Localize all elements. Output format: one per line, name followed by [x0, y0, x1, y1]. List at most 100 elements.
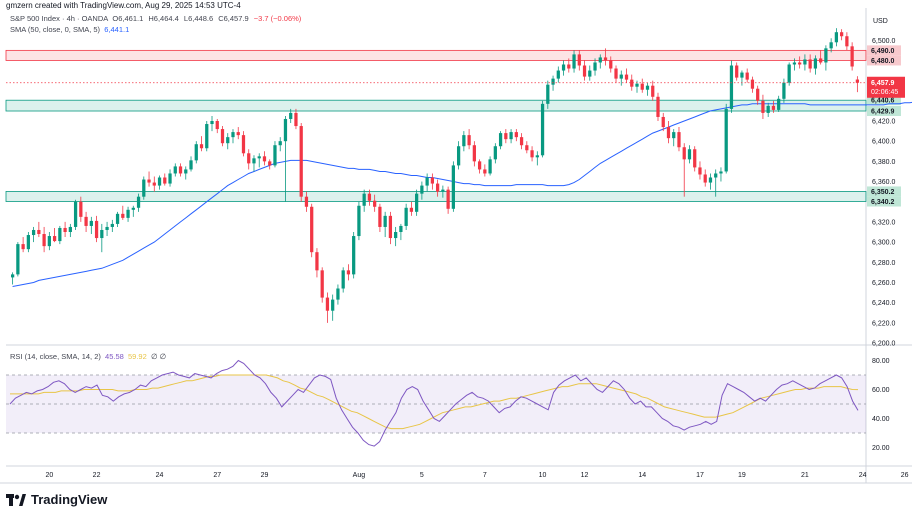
candle[interactable] [231, 132, 235, 138]
rsi-label[interactable]: RSI (14, close, SMA, 14, 2) [10, 352, 101, 361]
candle[interactable] [582, 65, 587, 77]
candle[interactable] [483, 169, 487, 174]
candle[interactable] [493, 146, 497, 160]
candle[interactable] [362, 193, 366, 206]
candle[interactable] [26, 235, 30, 250]
candle[interactable] [257, 156, 261, 159]
candle[interactable] [792, 62, 797, 65]
candle[interactable] [756, 88, 760, 101]
candle[interactable] [215, 121, 219, 130]
candle[interactable] [598, 57, 602, 63]
candle[interactable] [525, 145, 529, 151]
candle[interactable] [283, 118, 288, 142]
candle[interactable] [47, 236, 51, 247]
candle[interactable] [819, 58, 823, 63]
candle[interactable] [603, 57, 608, 61]
candle[interactable] [855, 79, 860, 83]
candle[interactable] [325, 297, 330, 311]
candle[interactable] [110, 223, 114, 227]
candle[interactable] [519, 137, 524, 146]
candle[interactable] [530, 150, 534, 158]
candle[interactable] [341, 270, 345, 289]
candle[interactable] [782, 82, 786, 99]
candle[interactable] [420, 185, 424, 194]
candle[interactable] [336, 288, 340, 300]
candle[interactable] [16, 244, 20, 275]
candle[interactable] [299, 126, 303, 197]
candle[interactable] [687, 149, 692, 160]
candle[interactable] [619, 74, 623, 79]
candle[interactable] [205, 124, 209, 149]
candle[interactable] [777, 98, 781, 110]
candle[interactable] [304, 196, 309, 207]
candle[interactable] [514, 132, 518, 138]
candle[interactable] [73, 201, 78, 227]
candle[interactable] [199, 144, 204, 149]
candle[interactable] [850, 46, 854, 67]
candle[interactable] [829, 42, 833, 49]
candle[interactable] [651, 85, 655, 97]
candle[interactable] [735, 65, 739, 78]
candle[interactable] [740, 72, 744, 78]
candle[interactable] [430, 177, 435, 184]
candle[interactable] [556, 70, 560, 79]
candle[interactable] [787, 64, 791, 83]
candle[interactable] [194, 144, 198, 161]
candle[interactable] [714, 173, 718, 178]
candle[interactable] [168, 173, 172, 184]
candle[interactable] [378, 206, 382, 227]
candle[interactable] [226, 137, 230, 144]
candle[interactable] [546, 84, 550, 104]
candle[interactable] [294, 112, 298, 127]
candle[interactable] [761, 100, 765, 113]
candle[interactable] [178, 166, 183, 174]
candle[interactable] [840, 32, 844, 37]
candle[interactable] [808, 59, 812, 69]
candle[interactable] [425, 177, 429, 186]
candle[interactable] [771, 105, 776, 110]
candle[interactable] [247, 153, 251, 164]
candle[interactable] [157, 177, 162, 186]
candle[interactable] [614, 68, 618, 79]
candle[interactable] [147, 179, 151, 183]
candle[interactable] [813, 58, 818, 69]
candle[interactable] [446, 189, 450, 209]
candle[interactable] [31, 229, 36, 236]
candle[interactable] [357, 205, 361, 237]
candle[interactable] [394, 232, 398, 239]
candle[interactable] [488, 159, 492, 174]
candle[interactable] [388, 215, 393, 239]
candle[interactable] [630, 79, 634, 87]
candle[interactable] [262, 156, 267, 162]
candle[interactable] [540, 103, 545, 156]
candle[interactable] [52, 236, 57, 242]
candle[interactable] [640, 83, 644, 90]
candle[interactable] [824, 48, 828, 63]
candle[interactable] [173, 166, 177, 174]
support-zone[interactable] [5, 99, 867, 112]
candle[interactable] [94, 220, 99, 239]
candle[interactable] [798, 62, 802, 65]
candle[interactable] [404, 207, 408, 226]
candle[interactable] [561, 64, 566, 71]
candle[interactable] [719, 171, 723, 174]
candle[interactable] [472, 145, 476, 162]
candle[interactable] [551, 78, 555, 85]
candle[interactable] [441, 189, 445, 192]
candle[interactable] [126, 209, 130, 218]
candle[interactable] [131, 207, 135, 210]
candle[interactable] [724, 108, 728, 172]
candle[interactable] [708, 177, 713, 183]
candle[interactable] [58, 227, 62, 242]
candle[interactable] [268, 161, 272, 166]
candle[interactable] [10, 274, 15, 278]
candle[interactable] [163, 177, 167, 184]
candle[interactable] [63, 227, 67, 232]
candle[interactable] [729, 65, 734, 109]
candle[interactable] [210, 121, 214, 125]
candle[interactable] [588, 70, 592, 77]
candle[interactable] [346, 270, 351, 275]
candle[interactable] [373, 200, 377, 207]
candle[interactable] [803, 59, 807, 65]
candle[interactable] [289, 112, 293, 119]
